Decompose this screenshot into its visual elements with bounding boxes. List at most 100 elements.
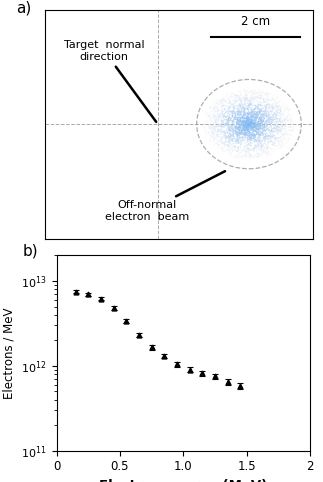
Point [214, 97, 219, 105]
Point [233, 129, 238, 137]
Point [247, 135, 253, 143]
Point [247, 150, 252, 158]
Point [243, 98, 248, 106]
Point [236, 126, 241, 134]
Point [248, 120, 253, 128]
Point [270, 121, 276, 129]
Point [220, 143, 225, 150]
Point [255, 125, 260, 133]
Point [246, 97, 251, 105]
Point [231, 107, 236, 115]
Point [239, 104, 244, 112]
Point [235, 114, 240, 122]
Point [242, 129, 247, 137]
Point [235, 107, 241, 115]
Point [275, 103, 280, 111]
Point [264, 113, 269, 121]
Point [242, 126, 247, 134]
Point [246, 112, 251, 120]
Point [261, 98, 266, 106]
Point [211, 99, 216, 107]
Point [219, 144, 224, 151]
Point [290, 128, 295, 135]
Point [242, 150, 247, 158]
Point [208, 117, 213, 124]
Point [244, 125, 249, 133]
Point [273, 114, 278, 122]
Point [218, 126, 223, 134]
Point [213, 105, 218, 112]
Point [248, 134, 254, 141]
Point [237, 120, 243, 127]
Point [232, 135, 237, 143]
Point [253, 104, 258, 111]
Point [240, 126, 245, 134]
Point [265, 133, 270, 140]
Point [265, 135, 270, 143]
Point [271, 125, 276, 133]
Point [269, 116, 274, 123]
Point [217, 98, 222, 106]
Point [251, 126, 256, 134]
Point [259, 114, 264, 122]
Point [243, 142, 248, 150]
Point [246, 120, 252, 128]
Point [243, 120, 248, 128]
Point [236, 143, 242, 151]
Point [266, 150, 271, 158]
Point [216, 106, 221, 114]
Point [220, 107, 225, 115]
Point [245, 126, 250, 134]
Point [255, 131, 261, 139]
Point [242, 130, 247, 138]
Point [266, 101, 271, 108]
Point [237, 122, 243, 130]
Point [248, 107, 254, 115]
Point [265, 115, 270, 122]
Point [265, 117, 270, 124]
Point [247, 120, 252, 128]
Point [276, 137, 281, 145]
Point [263, 134, 268, 141]
Point [213, 99, 218, 107]
Point [228, 101, 234, 108]
Point [271, 113, 276, 120]
Point [247, 120, 253, 127]
Point [213, 125, 218, 133]
Point [266, 105, 271, 113]
Point [268, 101, 273, 109]
Point [247, 153, 252, 161]
Point [245, 86, 250, 94]
Point [264, 111, 269, 119]
Point [209, 129, 214, 137]
Point [216, 143, 221, 150]
Point [270, 115, 275, 122]
Point [243, 124, 248, 132]
Point [264, 116, 269, 124]
Point [249, 133, 254, 140]
Point [263, 107, 268, 115]
Point [237, 124, 243, 132]
Point [207, 105, 212, 112]
Point [257, 108, 263, 116]
Point [210, 129, 215, 137]
Point [245, 136, 250, 144]
Point [225, 109, 230, 117]
Point [248, 117, 253, 124]
Point [228, 122, 234, 130]
Point [230, 109, 235, 117]
Point [234, 139, 239, 147]
Point [244, 147, 249, 155]
Point [214, 104, 219, 111]
Point [273, 102, 278, 109]
Point [277, 144, 283, 151]
Point [262, 115, 267, 123]
Point [261, 147, 266, 155]
Point [239, 137, 244, 145]
Point [273, 136, 278, 144]
X-axis label: Electron energy (MeV): Electron energy (MeV) [99, 479, 267, 482]
Point [249, 114, 254, 122]
Point [231, 97, 236, 105]
Point [215, 120, 220, 128]
Point [257, 87, 262, 94]
